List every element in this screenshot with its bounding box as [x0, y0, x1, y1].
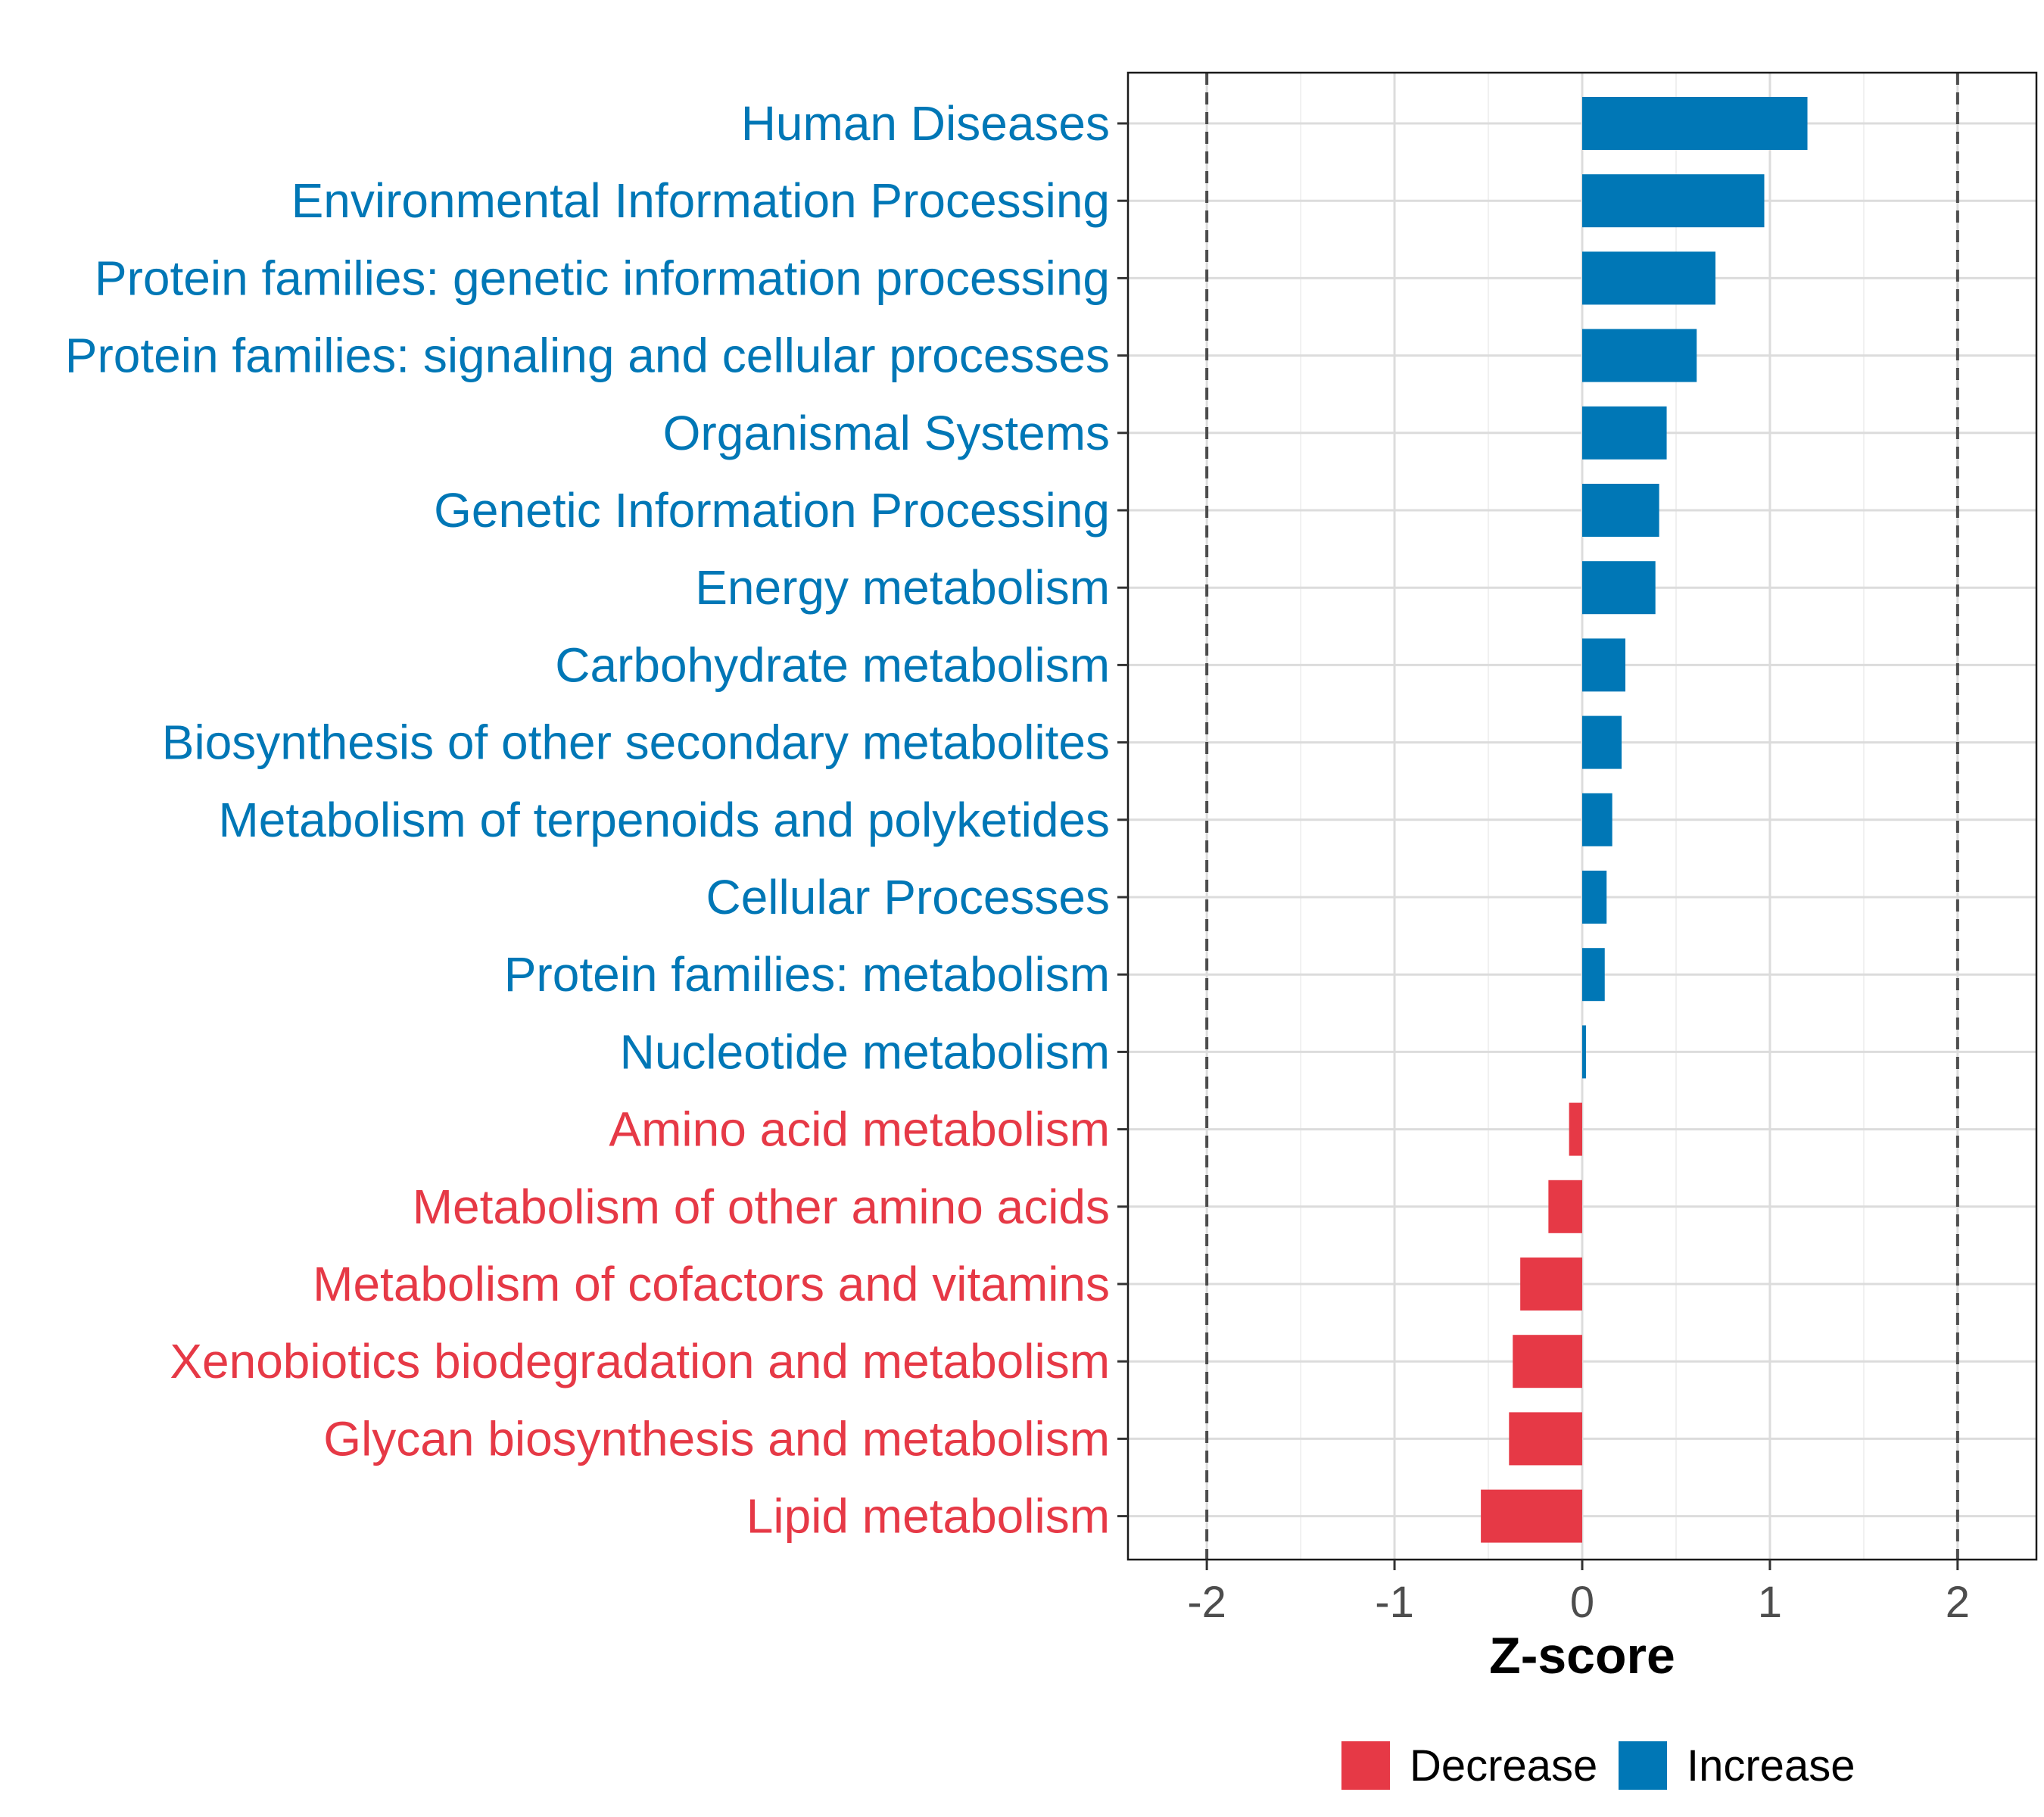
x-tick-label: 2 — [1946, 1578, 1970, 1627]
legend-swatch-decrease — [1341, 1741, 1390, 1790]
bar — [1582, 251, 1716, 305]
category-label: Nucleotide metabolism — [620, 1024, 1110, 1079]
category-label: Glycan biosynthesis and metabolism — [323, 1411, 1110, 1466]
category-label: Metabolism of other amino acids — [413, 1180, 1110, 1234]
legend-label-increase: Increase — [1687, 1741, 1855, 1791]
bar — [1582, 97, 1808, 150]
bar — [1582, 484, 1659, 537]
category-label: Amino acid metabolism — [609, 1102, 1110, 1157]
y-axis-labels: Human Diseases Environmental Information … — [65, 96, 1110, 1544]
x-axis-ticks — [1205, 1560, 1959, 1570]
bar — [1548, 1180, 1582, 1233]
category-label: Organismal Systems — [663, 406, 1110, 460]
category-label: Metabolism of cofactors and vitamins — [313, 1257, 1110, 1311]
bar — [1582, 715, 1622, 769]
category-label: Biosynthesis of other secondary metaboli… — [162, 715, 1110, 770]
y-axis-ticks — [1117, 122, 1128, 1518]
x-tick-label: -2 — [1187, 1578, 1226, 1627]
bar — [1513, 1335, 1582, 1388]
reference-lines — [1205, 73, 1959, 1560]
x-axis-title: Z-score — [1489, 1627, 1675, 1685]
legend-swatch-increase — [1619, 1741, 1667, 1790]
bar — [1582, 793, 1612, 846]
category-label: Lipid metabolism — [746, 1489, 1110, 1544]
bar — [1582, 174, 1765, 228]
bar — [1509, 1412, 1582, 1466]
category-label: Human Diseases — [741, 96, 1110, 151]
bars — [1481, 97, 1808, 1543]
legend-label-decrease: Decrease — [1410, 1741, 1597, 1791]
legend: Decrease Increase — [1341, 1741, 1855, 1791]
category-label: Environmental Information Processing — [291, 173, 1110, 228]
bar — [1582, 948, 1605, 1002]
bar — [1582, 329, 1697, 382]
bar — [1520, 1258, 1582, 1311]
category-label: Protein families: genetic information pr… — [95, 251, 1110, 305]
bar — [1582, 871, 1607, 924]
bar — [1582, 1025, 1586, 1079]
category-label: Energy metabolism — [695, 560, 1110, 615]
bar — [1582, 406, 1667, 460]
category-label: Cellular Processes — [706, 870, 1110, 924]
x-tick-label: 1 — [1758, 1578, 1782, 1627]
category-label: Carbohydrate metabolism — [555, 637, 1110, 692]
category-label: Protein families: signaling and cellular… — [65, 329, 1110, 383]
x-tick-label: -1 — [1375, 1578, 1414, 1627]
x-tick-label: 0 — [1570, 1578, 1594, 1627]
category-label: Xenobiotics biodegradation and metabolis… — [170, 1334, 1110, 1388]
bar — [1569, 1102, 1582, 1156]
category-label: Protein families: metabolism — [504, 947, 1110, 1002]
category-label: Metabolism of terpenoids and polyketides — [218, 793, 1110, 847]
bar — [1582, 638, 1626, 692]
bar — [1481, 1489, 1582, 1543]
bar — [1582, 561, 1656, 615]
category-label: Genetic Information Processing — [434, 483, 1110, 538]
x-axis-labels: -2 -1 0 1 2 — [1187, 1578, 1970, 1627]
